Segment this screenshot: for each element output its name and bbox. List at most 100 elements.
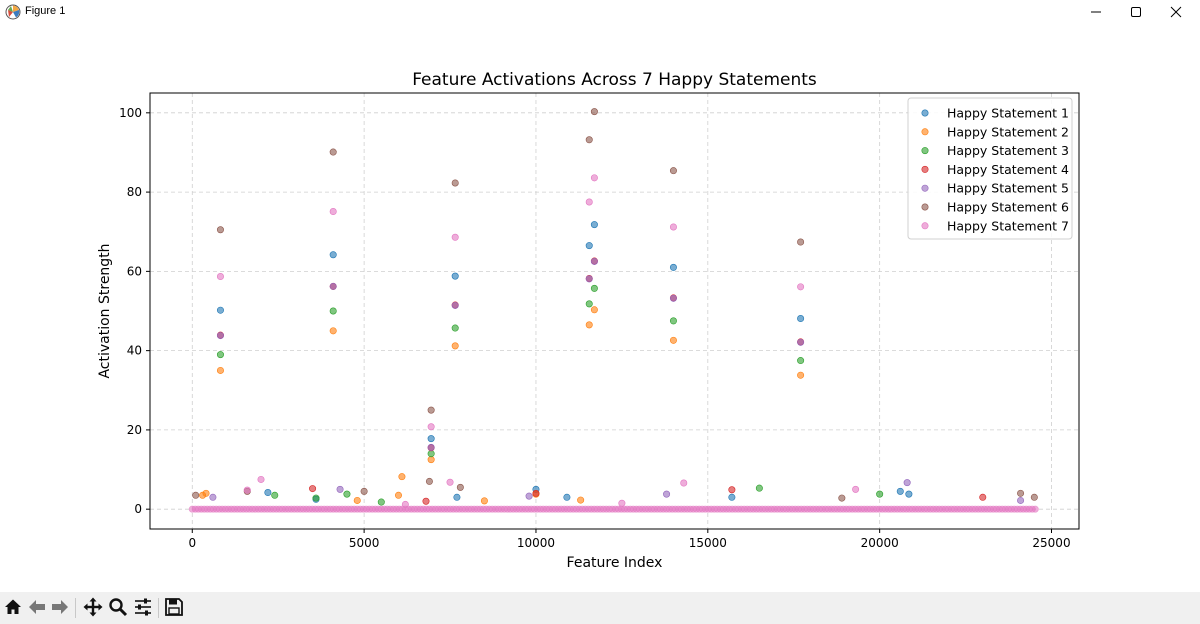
legend-marker (921, 109, 929, 117)
scatter-point (532, 489, 540, 497)
x-tick-label: 5000 (349, 536, 380, 550)
scatter-point (401, 500, 409, 508)
scatter-point (427, 435, 435, 443)
zoom-button[interactable] (107, 598, 129, 620)
home-icon (3, 597, 23, 621)
scatter-point (896, 487, 904, 495)
scatter-point (353, 496, 361, 504)
baseline-point (1031, 505, 1039, 513)
scatter-point (427, 406, 435, 414)
x-tick-label: 10000 (517, 536, 555, 550)
legend-label: Happy Statement 6 (947, 200, 1069, 215)
y-axis-ticks: 0 20 40 60 80 100 (119, 106, 150, 516)
scatter-chart: 0 5000 10000 15000 20000 25000 0 20 40 60 80 100 F… (97, 70, 1080, 571)
scatter-point (216, 366, 224, 374)
legend-label: Happy Statement 4 (947, 162, 1069, 177)
scatter-point (577, 496, 585, 504)
scatter-point (585, 275, 593, 283)
forward-arrow-icon (50, 597, 70, 621)
configure-subplots-button[interactable] (132, 598, 154, 620)
scatter-point (209, 493, 217, 501)
scatter-point (585, 136, 593, 144)
scatter-point (329, 307, 337, 315)
scatter-point (585, 300, 593, 308)
baseline-points (188, 505, 1039, 513)
x-tick-label: 20000 (861, 536, 899, 550)
plot-canvas[interactable]: 0 5000 10000 15000 20000 25000 0 20 40 60 80 100 F… (0, 24, 1200, 592)
scatter-point (669, 263, 677, 271)
scatter-point (216, 306, 224, 314)
scatter-point (202, 489, 210, 497)
scatter-point (394, 491, 402, 499)
scatter-point (797, 338, 805, 346)
scatter-point (797, 357, 805, 365)
scatter-point (257, 475, 265, 483)
scatter-point (451, 272, 459, 280)
scatter-point (446, 478, 454, 486)
scatter-point (336, 485, 344, 493)
axes-frame (149, 92, 1080, 530)
x-tick-label: 0 (188, 536, 196, 550)
scatter-point (398, 473, 406, 481)
scatter-point (451, 301, 459, 309)
save-button[interactable] (163, 598, 185, 620)
legend-label: Happy Statement 1 (947, 106, 1069, 121)
scatter-point (618, 499, 626, 507)
minimize-button[interactable] (1074, 0, 1118, 24)
scatter-point (427, 456, 435, 464)
scatter-point (663, 490, 671, 498)
legend-marker (921, 184, 929, 192)
scatter-point (590, 174, 598, 182)
home-button[interactable] (2, 598, 24, 620)
legend-marker (921, 165, 929, 173)
scatter-point (585, 198, 593, 206)
scatter-point (876, 490, 884, 498)
scatter-point (451, 324, 459, 332)
scatter-point (797, 315, 805, 323)
forward-button[interactable] (49, 598, 71, 620)
scatter-point (590, 108, 598, 116)
pan-button[interactable] (82, 597, 104, 620)
back-button[interactable] (26, 598, 48, 620)
scatter-point (343, 490, 351, 498)
minimize-icon (1090, 6, 1102, 18)
close-button[interactable] (1154, 0, 1198, 24)
scatter-point (1030, 493, 1038, 501)
scatter-point (585, 321, 593, 329)
scatter-point (216, 332, 224, 340)
scatter-point (838, 494, 846, 502)
scatter-point (427, 423, 435, 431)
scatter-point (451, 342, 459, 350)
scatter-point (216, 226, 224, 234)
scatter-point (797, 371, 805, 379)
toolbar-separator (158, 598, 159, 618)
scatter-point (903, 479, 911, 487)
back-arrow-icon (27, 597, 47, 621)
scatter-point (852, 485, 860, 493)
legend-marker (921, 203, 929, 211)
scatter-point (669, 223, 677, 231)
scatter-point (563, 493, 571, 501)
scatter-point (312, 494, 320, 502)
legend-label: Happy Statement 5 (947, 181, 1069, 196)
legend-marker (921, 147, 929, 155)
scatter-point (451, 233, 459, 241)
scatter-point (728, 493, 736, 501)
y-tick-label: 0 (134, 502, 142, 516)
maximize-button[interactable] (1114, 0, 1158, 24)
scatter-point (329, 208, 337, 216)
scatter-point (1017, 496, 1025, 504)
navigation-toolbar (0, 592, 1200, 624)
scatter-point (422, 497, 430, 505)
scatter-point (590, 284, 598, 292)
scatter-point (360, 487, 368, 495)
scatter-point (525, 492, 533, 500)
zoom-icon (108, 597, 128, 621)
scatter-point (264, 489, 272, 497)
chart-title: Feature Activations Across 7 Happy State… (412, 70, 817, 90)
legend-marker (921, 222, 929, 230)
title-bar: Figure 1 (0, 0, 1200, 24)
scatter-point (377, 498, 385, 506)
legend-label: Happy Statement 3 (947, 143, 1069, 158)
